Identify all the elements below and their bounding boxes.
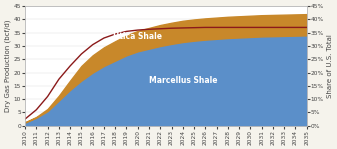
Y-axis label: Share of U.S. Total: Share of U.S. Total	[327, 34, 333, 98]
Text: Marcellus Shale: Marcellus Shale	[149, 76, 217, 85]
Text: Utica Shale: Utica Shale	[113, 32, 162, 41]
Y-axis label: Dry Gas Production (bcf/d): Dry Gas Production (bcf/d)	[4, 20, 11, 112]
